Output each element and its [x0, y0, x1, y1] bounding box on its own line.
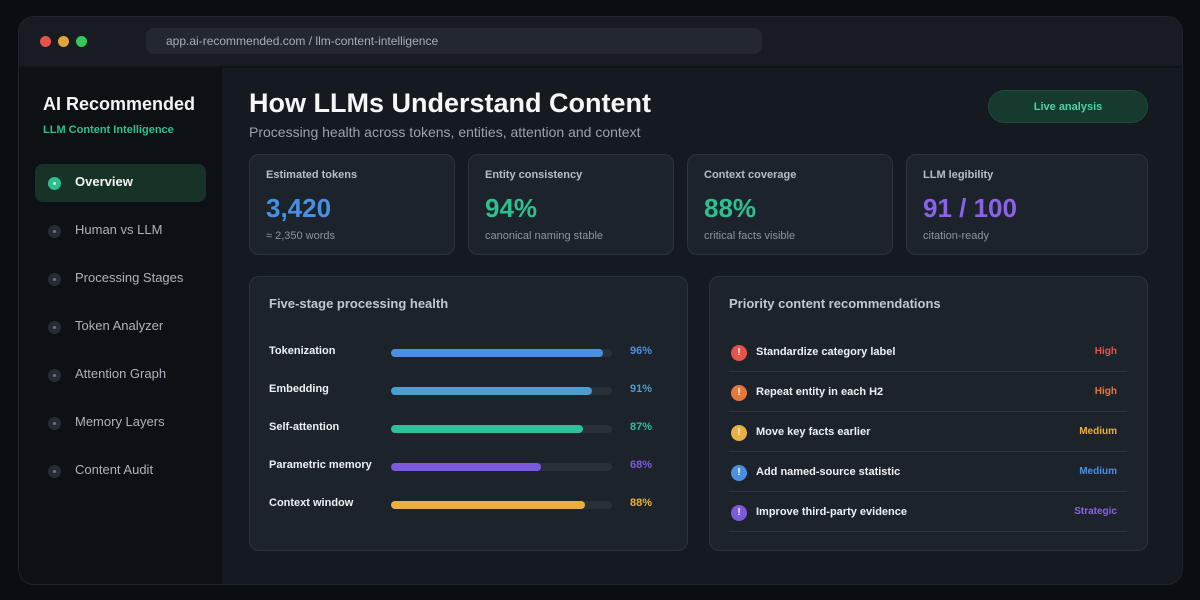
sidebar-item-processing-stages[interactable]: Processing Stages: [35, 260, 206, 298]
panel-title: Five-stage processing health: [269, 296, 449, 311]
recommendation-item[interactable]: ! Add named-source statistic Medium: [729, 452, 1127, 492]
sidebar-item-token-analyzer[interactable]: Token Analyzer: [35, 308, 206, 346]
processing-health-panel: Five-stage processing health Tokenizatio…: [249, 276, 688, 551]
stage-row-tokenization: Tokenization 96%: [269, 345, 669, 365]
sidebar-item-content-audit[interactable]: Content Audit: [35, 452, 206, 490]
progress-track: [391, 349, 612, 357]
kpi-value: 88%: [704, 193, 757, 223]
app-window: app.ai-recommended.com / llm-content-int…: [18, 16, 1183, 585]
kpi-card-estimated-tokens: Estimated tokens 3,420 ≈ 2,350 words: [249, 154, 455, 255]
alert-icon: !: [731, 465, 747, 481]
close-window-button[interactable]: [40, 36, 51, 47]
minimize-window-button[interactable]: [58, 36, 69, 47]
page-title: How LLMs Understand Content: [249, 88, 651, 118]
kpi-card-context-coverage: Context coverage 88% critical facts visi…: [687, 154, 893, 255]
sidebar-item-label: Content Audit: [75, 462, 154, 477]
stage-label: Tokenization: [269, 345, 336, 357]
progress-fill: [391, 349, 604, 357]
kpi-note: canonical naming stable: [485, 230, 604, 242]
nav-dot-icon: [48, 369, 61, 382]
stage-percent: 91%: [630, 383, 653, 395]
kpi-note: critical facts visible: [704, 230, 796, 242]
progress-fill: [391, 501, 586, 509]
sidebar-item-human-vs-llm[interactable]: Human vs LLM: [35, 212, 206, 250]
stage-label: Parametric memory: [269, 459, 372, 471]
recommendations-panel: Priority content recommendations ! Stand…: [709, 276, 1148, 551]
sidebar-item-label: Overview: [75, 174, 133, 189]
sidebar: AI Recommended LLM Content Intelligence …: [19, 68, 222, 584]
recommendation-item[interactable]: ! Improve third-party evidence Strategic: [729, 492, 1127, 532]
recommendation-item[interactable]: ! Repeat entity in each H2 High: [729, 372, 1127, 412]
sidebar-item-label: Processing Stages: [75, 270, 184, 285]
address-bar[interactable]: app.ai-recommended.com / llm-content-int…: [146, 28, 762, 54]
kpi-value: 3,420: [266, 193, 332, 223]
recommendation-label: Repeat entity in each H2: [756, 386, 884, 398]
alert-icon: !: [731, 505, 747, 521]
stage-percent: 87%: [630, 421, 653, 433]
priority-badge: Medium: [1079, 426, 1117, 437]
stage-label: Context window: [269, 497, 354, 509]
stage-row-parametric-memory: Parametric memory 68%: [269, 459, 669, 479]
kpi-note: ≈ 2,350 words: [266, 230, 336, 242]
sidebar-item-label: Memory Layers: [75, 414, 165, 429]
live-analysis-button[interactable]: Live analysis: [988, 90, 1148, 123]
nav-dot-icon: [48, 225, 61, 238]
main-content: How LLMs Understand Content Processing h…: [222, 68, 1182, 584]
recommendation-label: Improve third-party evidence: [756, 506, 907, 518]
stage-percent: 88%: [630, 497, 653, 509]
stage-label: Self-attention: [269, 421, 340, 433]
stage-percent: 68%: [630, 459, 653, 471]
progress-track: [391, 387, 612, 395]
sidebar-item-memory-layers[interactable]: Memory Layers: [35, 404, 206, 442]
sidebar-item-label: Token Analyzer: [75, 318, 164, 333]
kpi-label: Estimated tokens: [266, 169, 358, 181]
nav-dot-icon: [48, 321, 61, 334]
priority-badge: High: [1094, 346, 1117, 357]
sidebar-item-attention-graph[interactable]: Attention Graph: [35, 356, 206, 394]
maximize-window-button[interactable]: [76, 36, 87, 47]
sidebar-item-overview[interactable]: Overview: [35, 164, 206, 202]
stage-row-context-window: Context window 88%: [269, 497, 669, 517]
stage-row-embedding: Embedding 91%: [269, 383, 669, 403]
stage-row-self-attention: Self-attention 87%: [269, 421, 669, 441]
kpi-card-entity-consistency: Entity consistency 94% canonical naming …: [468, 154, 674, 255]
priority-badge: Strategic: [1074, 506, 1117, 517]
kpi-label: Entity consistency: [485, 169, 583, 181]
kpi-value: 94%: [485, 193, 538, 223]
sidebar-item-label: Attention Graph: [75, 366, 167, 381]
progress-track: [391, 425, 612, 433]
stage-percent: 96%: [630, 345, 653, 357]
progress-fill: [391, 463, 542, 471]
progress-fill: [391, 425, 584, 433]
priority-badge: High: [1094, 386, 1117, 397]
nav-dot-icon: [48, 273, 61, 286]
kpi-note: citation-ready: [923, 230, 990, 242]
recommendation-label: Move key facts earlier: [756, 426, 871, 438]
recommendation-label: Add named-source statistic: [756, 466, 901, 478]
kpi-value: 91 / 100: [923, 193, 1017, 223]
alert-icon: !: [731, 425, 747, 441]
stage-label: Embedding: [269, 383, 329, 395]
nav-dot-icon: [48, 177, 61, 190]
progress-fill: [391, 387, 593, 395]
alert-icon: !: [731, 385, 747, 401]
title-bar: app.ai-recommended.com / llm-content-int…: [19, 17, 1182, 67]
brand-title: AI Recommended: [43, 94, 196, 114]
page-subtitle: Processing health across tokens, entitie…: [249, 124, 641, 140]
kpi-label: Context coverage: [704, 169, 797, 181]
recommendation-item[interactable]: ! Standardize category label High: [729, 332, 1127, 372]
nav-dot-icon: [48, 465, 61, 478]
brand-subtitle: LLM Content Intelligence: [43, 124, 174, 136]
recommendation-item[interactable]: ! Move key facts earlier Medium: [729, 412, 1127, 452]
priority-badge: Medium: [1079, 466, 1117, 477]
panel-title: Priority content recommendations: [729, 296, 941, 311]
progress-track: [391, 501, 612, 509]
recommendation-label: Standardize category label: [756, 346, 896, 358]
kpi-label: LLM legibility: [923, 169, 994, 181]
alert-icon: !: [731, 345, 747, 361]
nav-dot-icon: [48, 417, 61, 430]
progress-track: [391, 463, 612, 471]
sidebar-item-label: Human vs LLM: [75, 222, 163, 237]
kpi-card-llm-legibility: LLM legibility 91 / 100 citation-ready: [906, 154, 1148, 255]
